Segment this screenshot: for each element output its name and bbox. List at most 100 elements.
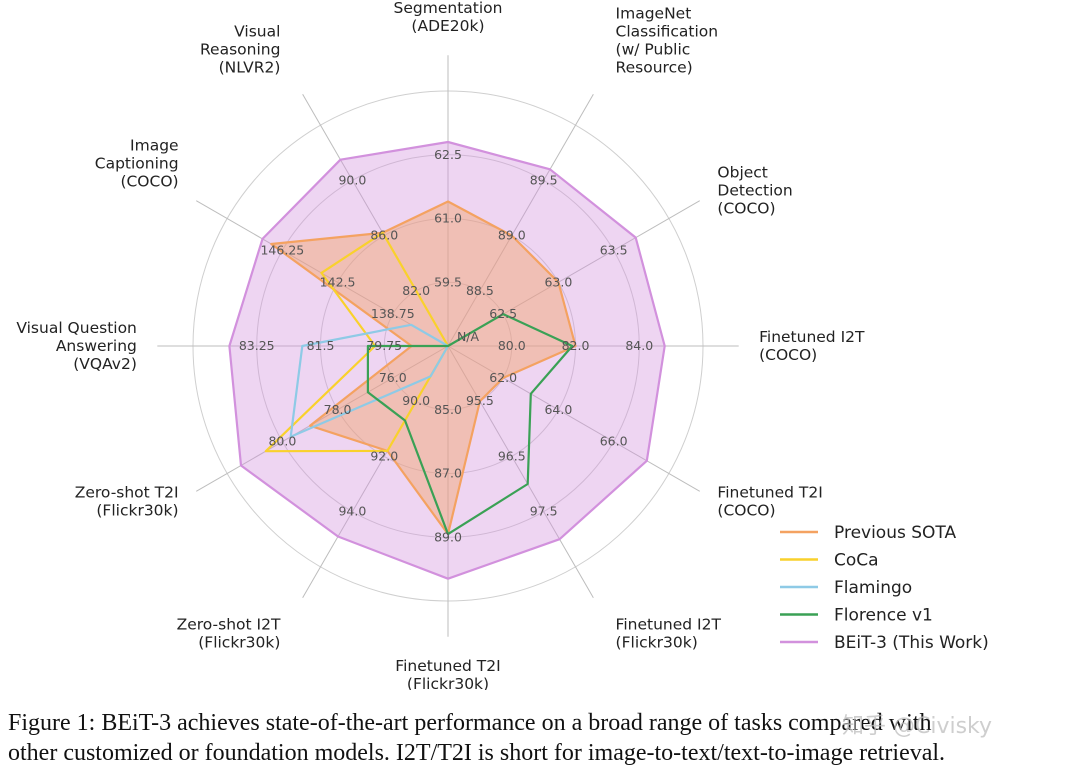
axis-label-line: Finetuned T2I — [395, 657, 500, 675]
axis-label-line: (ADE20k) — [411, 17, 484, 35]
tick-label: 96.5 — [498, 448, 526, 463]
axis-label-line: Object — [717, 163, 767, 181]
tick-label: 62.5 — [489, 306, 517, 321]
axis-label-line: (COCO) — [717, 502, 775, 520]
tick-label: 83.25 — [239, 338, 275, 353]
tick-label: 76.0 — [379, 370, 407, 385]
tick-label: 90.0 — [402, 393, 430, 408]
axis-label-line: (COCO) — [717, 199, 775, 217]
axis-label-line: (Flickr30k) — [96, 502, 178, 520]
figure-caption: Figure 1: BEiT-3 achieves state-of-the-a… — [8, 708, 1076, 768]
tick-label: 59.5 — [434, 274, 462, 289]
axis-spoke-6 — [447, 345, 594, 599]
axis-label-line: Answering — [56, 337, 137, 355]
axis-label-line: (VQAv2) — [73, 355, 137, 373]
tick-label: 82.0 — [402, 283, 430, 298]
tick-label: 80.0 — [268, 434, 296, 449]
axis-label-line: (COCO) — [120, 172, 178, 190]
axis-label-line: ImageNet — [616, 5, 692, 23]
tick-label: 90.0 — [338, 172, 366, 187]
axis-label-line: (NLVR2) — [219, 59, 281, 77]
tick-label: 146.25 — [260, 242, 304, 257]
caption-line-1: Figure 1: BEiT-3 achieves state-of-the-a… — [8, 710, 932, 736]
tick-label: 138.75 — [371, 306, 415, 321]
tick-label: 87.0 — [434, 466, 462, 481]
axis-label-line: (w/ Public — [616, 41, 691, 59]
legend-label-florence-v1: Florence v1 — [834, 606, 933, 626]
tick-label: 62.0 — [489, 370, 517, 385]
axis-label-line: Detection — [717, 181, 792, 199]
legend-label-coca: CoCa — [834, 551, 879, 571]
tick-label: 78.0 — [324, 402, 352, 417]
axis-label-line: Captioning — [95, 154, 179, 172]
axis-label-1: SemanticSegmentation(ADE20k) — [394, 0, 503, 35]
tick-label: 94.0 — [338, 504, 366, 519]
axis-label-9: Zero-shot T2I (Flickr30k) — [75, 484, 179, 520]
tick-label: 89.5 — [530, 172, 558, 187]
axis-label-8: Zero-shot I2T (Flickr30k) — [177, 615, 281, 651]
legend: Previous SOTA CoCa Flamingo Florence v1 BEiT… — [780, 523, 989, 653]
radar-chart: 59.5 61.0 62.5 88.5 89.0 89.5 62.5 63.0 63.5 80.0… — [16, 0, 989, 690]
axis-label-2: ImageNet Classification (w/ Public Resource… — [616, 5, 719, 77]
series-beit-3-this-work — [228, 140, 666, 580]
axis-spoke-9 — [195, 345, 449, 492]
axis-label-line: Finetuned I2T — [616, 615, 722, 633]
tick-label: 63.0 — [544, 274, 572, 289]
axis-label-line: (Flickr30k) — [407, 675, 489, 690]
axis-label-line: Finetuned I2T — [759, 328, 865, 346]
axis-label-6: Finetuned I2T (Flickr30k) — [616, 615, 722, 651]
series-flamingo — [289, 323, 450, 438]
tick-label: 88.5 — [466, 283, 494, 298]
axis-label-7: Finetuned T2I (Flickr30k) — [395, 657, 500, 690]
axis-label-line: Zero-shot T2I — [75, 484, 179, 502]
tick-label: 84.0 — [625, 338, 653, 353]
axis-label-line: (Flickr30k) — [198, 633, 280, 651]
tick-label: 97.5 — [530, 504, 558, 519]
tick-label: 95.5 — [466, 393, 494, 408]
axis-label-3: Object Detection (COCO) — [717, 163, 792, 217]
series-area-florence-v1 — [366, 313, 574, 536]
axis-label-line: Segmentation — [394, 0, 503, 17]
axis-label-line: Finetuned T2I — [717, 484, 822, 502]
tick-label: 92.0 — [370, 448, 398, 463]
series-florence-v1 — [366, 313, 574, 536]
tick-label: 79.75 — [366, 338, 402, 353]
axis-label-line: Classification — [616, 23, 719, 41]
tick-label: 89.0 — [498, 228, 526, 243]
axis-label-line: Resource) — [616, 59, 693, 77]
tick-label: 63.5 — [600, 242, 628, 257]
axis-label-line: Visual — [234, 23, 280, 41]
tick-label: 142.5 — [320, 274, 356, 289]
series-area-flamingo — [289, 323, 450, 438]
legend-label-previous-sota: Previous SOTA — [834, 523, 956, 543]
axis-label-11: Image Captioning (COCO) — [95, 136, 179, 190]
center-label: N/A — [457, 329, 480, 344]
tick-label: 89.0 — [434, 529, 462, 544]
legend-label-beit-3-this-work: BEiT-3 (This Work) — [834, 633, 989, 653]
axis-label-line: Zero-shot I2T — [177, 615, 281, 633]
tick-label: 66.0 — [600, 434, 628, 449]
series-area-beit-3-this-work — [228, 140, 666, 580]
tick-label: 82.0 — [562, 338, 590, 353]
axis-label-line: Reasoning — [200, 41, 280, 59]
axis-spoke-2 — [447, 93, 594, 347]
tick-label: 85.0 — [434, 402, 462, 417]
axis-label-12: Visual Reasoning (NLVR2) — [200, 23, 280, 77]
tick-label: 64.0 — [544, 402, 572, 417]
axis-label-line: (COCO) — [759, 346, 817, 364]
tick-label: 61.0 — [434, 211, 462, 226]
axis-label-10: Visual Question Answering (VQAv2) — [16, 319, 137, 373]
tick-label: 81.5 — [307, 338, 335, 353]
caption-line-2: other customized or foundation models. I… — [8, 740, 946, 766]
legend-label-flamingo: Flamingo — [834, 578, 912, 598]
axis-spoke-5 — [447, 345, 701, 492]
axis-label-line: Visual Question — [16, 319, 137, 337]
watermark: 知乎 @Civisky — [842, 714, 993, 739]
axis-label-line: (Flickr30k) — [616, 633, 698, 651]
axis-label-5: Finetuned T2I (COCO) — [717, 484, 822, 520]
tick-label: 62.5 — [434, 147, 462, 162]
axis-label-4: Finetuned I2T (COCO) — [759, 328, 865, 364]
axis-label-line: Image — [130, 136, 179, 154]
tick-label: 80.0 — [498, 338, 526, 353]
tick-label: 86.0 — [370, 228, 398, 243]
